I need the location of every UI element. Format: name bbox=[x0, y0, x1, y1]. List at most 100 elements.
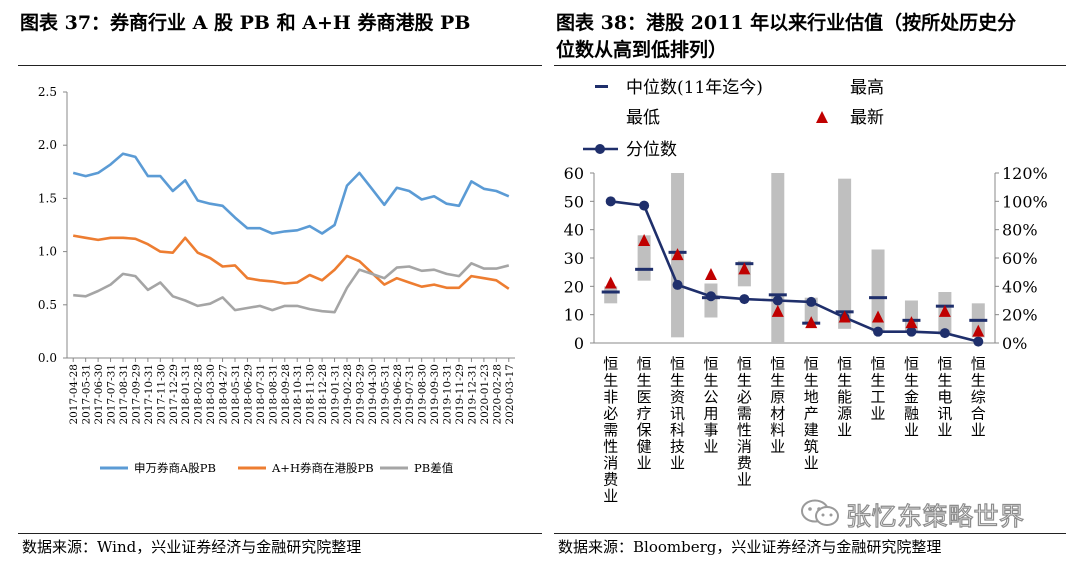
left-x-tick-label: 2018-02-28 bbox=[193, 364, 205, 425]
right-legend-min-label: 最低 bbox=[626, 108, 660, 128]
right-x-category-label: 恒生原材料业 bbox=[770, 355, 785, 456]
right-legend-latest-label: 最新 bbox=[850, 108, 884, 128]
left-source-rule bbox=[18, 533, 542, 534]
left-x-tick-label: 2018-12-28 bbox=[317, 364, 329, 425]
right-x-category-label: 恒生医疗保健业 bbox=[637, 355, 652, 472]
right-legend-median-label: 中位数(11年迄今) bbox=[626, 78, 763, 98]
right-x-category-label: 恒生金融业 bbox=[904, 355, 919, 439]
right-median-mark bbox=[768, 293, 787, 297]
left-x-tick-label: 2017-10-31 bbox=[143, 364, 155, 425]
left-y-tick-label: 1.5 bbox=[38, 191, 57, 205]
left-x-tick-label: 2018-01-31 bbox=[180, 364, 192, 425]
left-source-note: 数据来源：Wind，兴业证券经济与金融研究院整理 bbox=[22, 538, 362, 556]
right-percentile-point bbox=[639, 200, 650, 211]
right-yl-tick-label: 40 bbox=[564, 221, 584, 240]
right-source-rule bbox=[554, 533, 1066, 534]
right-percentile-point bbox=[906, 326, 917, 337]
left-x-tick-label: 2020-03-17 bbox=[504, 364, 516, 425]
left-legend-label: PB差值 bbox=[414, 461, 454, 475]
right-yl-tick-label: 10 bbox=[564, 306, 584, 325]
left-x-tick-label: 2020-02-28 bbox=[491, 364, 503, 425]
right-valuation-chart: 0 10 20 30 40 50 60 0% 20% 40% 60% 80% 100% 120% 恒生非必需… bbox=[564, 78, 1048, 505]
right-latest-marker bbox=[872, 310, 885, 323]
left-x-tick-label: 2019-04-30 bbox=[367, 364, 379, 425]
right-range-bar bbox=[604, 286, 618, 304]
left-x-tick-label: 2018-10-31 bbox=[292, 364, 304, 425]
right-median-mark bbox=[701, 296, 720, 300]
right-yl-tick-label: 0 bbox=[574, 334, 584, 353]
right-percentile-point bbox=[973, 336, 984, 347]
right-legend-max-label: 最高 bbox=[850, 78, 884, 98]
left-x-tick-label: 2019-06-28 bbox=[392, 364, 404, 425]
right-yl-tick-label: 30 bbox=[564, 249, 584, 268]
left-x-tick-label: 2019-10-31 bbox=[442, 364, 454, 425]
left-x-tick-label: 2019-12-31 bbox=[466, 364, 478, 425]
right-x-category-label: 恒生资讯科技业 bbox=[670, 355, 685, 472]
left-x-tick-label: 2018-05-31 bbox=[230, 364, 242, 425]
left-series-line-2 bbox=[73, 262, 510, 314]
left-x-tick-label: 2018-06-29 bbox=[242, 364, 254, 425]
right-legend-median-swatch bbox=[595, 85, 608, 88]
right-latest-marker bbox=[604, 276, 617, 289]
right-x-category-label: 恒生电讯业 bbox=[937, 355, 952, 439]
left-x-tick-label: 2018-03-30 bbox=[205, 364, 217, 425]
right-yr-tick-label: 120% bbox=[1002, 164, 1048, 183]
right-x-category-label: 恒生综合业 bbox=[971, 355, 986, 439]
right-yr-tick-label: 60% bbox=[1002, 249, 1038, 268]
right-x-category-label: 恒生公用事业 bbox=[703, 355, 718, 456]
left-x-tick-label: 2019-03-29 bbox=[354, 364, 366, 425]
left-x-tick-label: 2018-09-28 bbox=[280, 364, 292, 425]
right-median-mark bbox=[969, 318, 988, 322]
right-latest-marker bbox=[905, 316, 918, 329]
right-range-bar bbox=[771, 173, 785, 343]
left-x-tick-label: 2019-02-28 bbox=[342, 364, 354, 425]
left-x-tick-label: 2018-08-31 bbox=[267, 364, 279, 425]
right-percentile-point bbox=[772, 295, 783, 306]
right-legend-latest-swatch bbox=[816, 111, 828, 123]
right-median-mark bbox=[601, 290, 620, 294]
right-yl-tick-label: 60 bbox=[564, 164, 584, 183]
left-series-line-1 bbox=[72, 234, 510, 290]
right-x-category-label: 恒生能源业 bbox=[837, 355, 852, 439]
right-yl-tick-label: 50 bbox=[564, 192, 584, 211]
right-percentile-point bbox=[806, 296, 817, 307]
right-range-bar bbox=[838, 178, 852, 329]
left-x-tick-label: 2020-01-23 bbox=[479, 364, 491, 425]
left-x-tick-label: 2017-05-31 bbox=[81, 364, 93, 425]
left-series-line-0 bbox=[72, 152, 510, 235]
left-x-tick-label: 2019-01-31 bbox=[330, 364, 342, 425]
left-x-tick-label: 2018-07-31 bbox=[255, 364, 267, 425]
right-x-category-label: 恒生地产建筑业 bbox=[804, 355, 819, 472]
left-x-tick-label: 2017-12-29 bbox=[168, 364, 180, 425]
right-latest-marker bbox=[805, 316, 818, 329]
left-y-tick-label: 0.5 bbox=[38, 298, 57, 312]
left-title-rule bbox=[18, 65, 542, 66]
right-percentile-point bbox=[873, 326, 884, 337]
left-legend-label: 申万券商A股PB bbox=[134, 461, 216, 475]
right-yr-tick-label: 40% bbox=[1002, 277, 1038, 296]
right-source-note: 数据来源：Bloomberg，兴业证券经济与金融研究院整理 bbox=[558, 538, 942, 556]
left-x-tick-label: 2017-06-30 bbox=[93, 364, 105, 425]
left-x-tick-label: 2019-09-30 bbox=[429, 364, 441, 425]
left-x-tick-label: 2017-09-29 bbox=[130, 364, 142, 425]
right-percentile-point bbox=[605, 196, 616, 207]
left-y-tick-label: 2.5 bbox=[38, 85, 57, 99]
right-median-mark bbox=[869, 296, 888, 300]
left-x-tick-label: 2017-04-28 bbox=[68, 364, 80, 425]
left-y-tick-label: 2.0 bbox=[38, 138, 57, 152]
left-x-tick-label: 2017-07-31 bbox=[106, 364, 118, 425]
right-percentile-line bbox=[610, 200, 979, 343]
right-yr-tick-label: 80% bbox=[1002, 221, 1038, 240]
right-latest-marker bbox=[638, 234, 651, 246]
left-x-tick-label: 2019-11-29 bbox=[454, 364, 466, 425]
watermark-text: 张忆东策略世界 bbox=[845, 501, 1025, 531]
right-latest-marker bbox=[972, 324, 985, 337]
right-latest-marker bbox=[771, 304, 784, 317]
right-legend-pct-label: 分位数 bbox=[626, 140, 677, 160]
right-yr-tick-label: 0% bbox=[1002, 334, 1027, 353]
right-percentile-point bbox=[739, 294, 750, 305]
right-chart-title-line2: 位数从高到低排列） bbox=[556, 39, 728, 61]
left-x-tick-label: 2019-05-31 bbox=[379, 364, 391, 425]
right-yr-tick-label: 100% bbox=[1002, 192, 1048, 211]
